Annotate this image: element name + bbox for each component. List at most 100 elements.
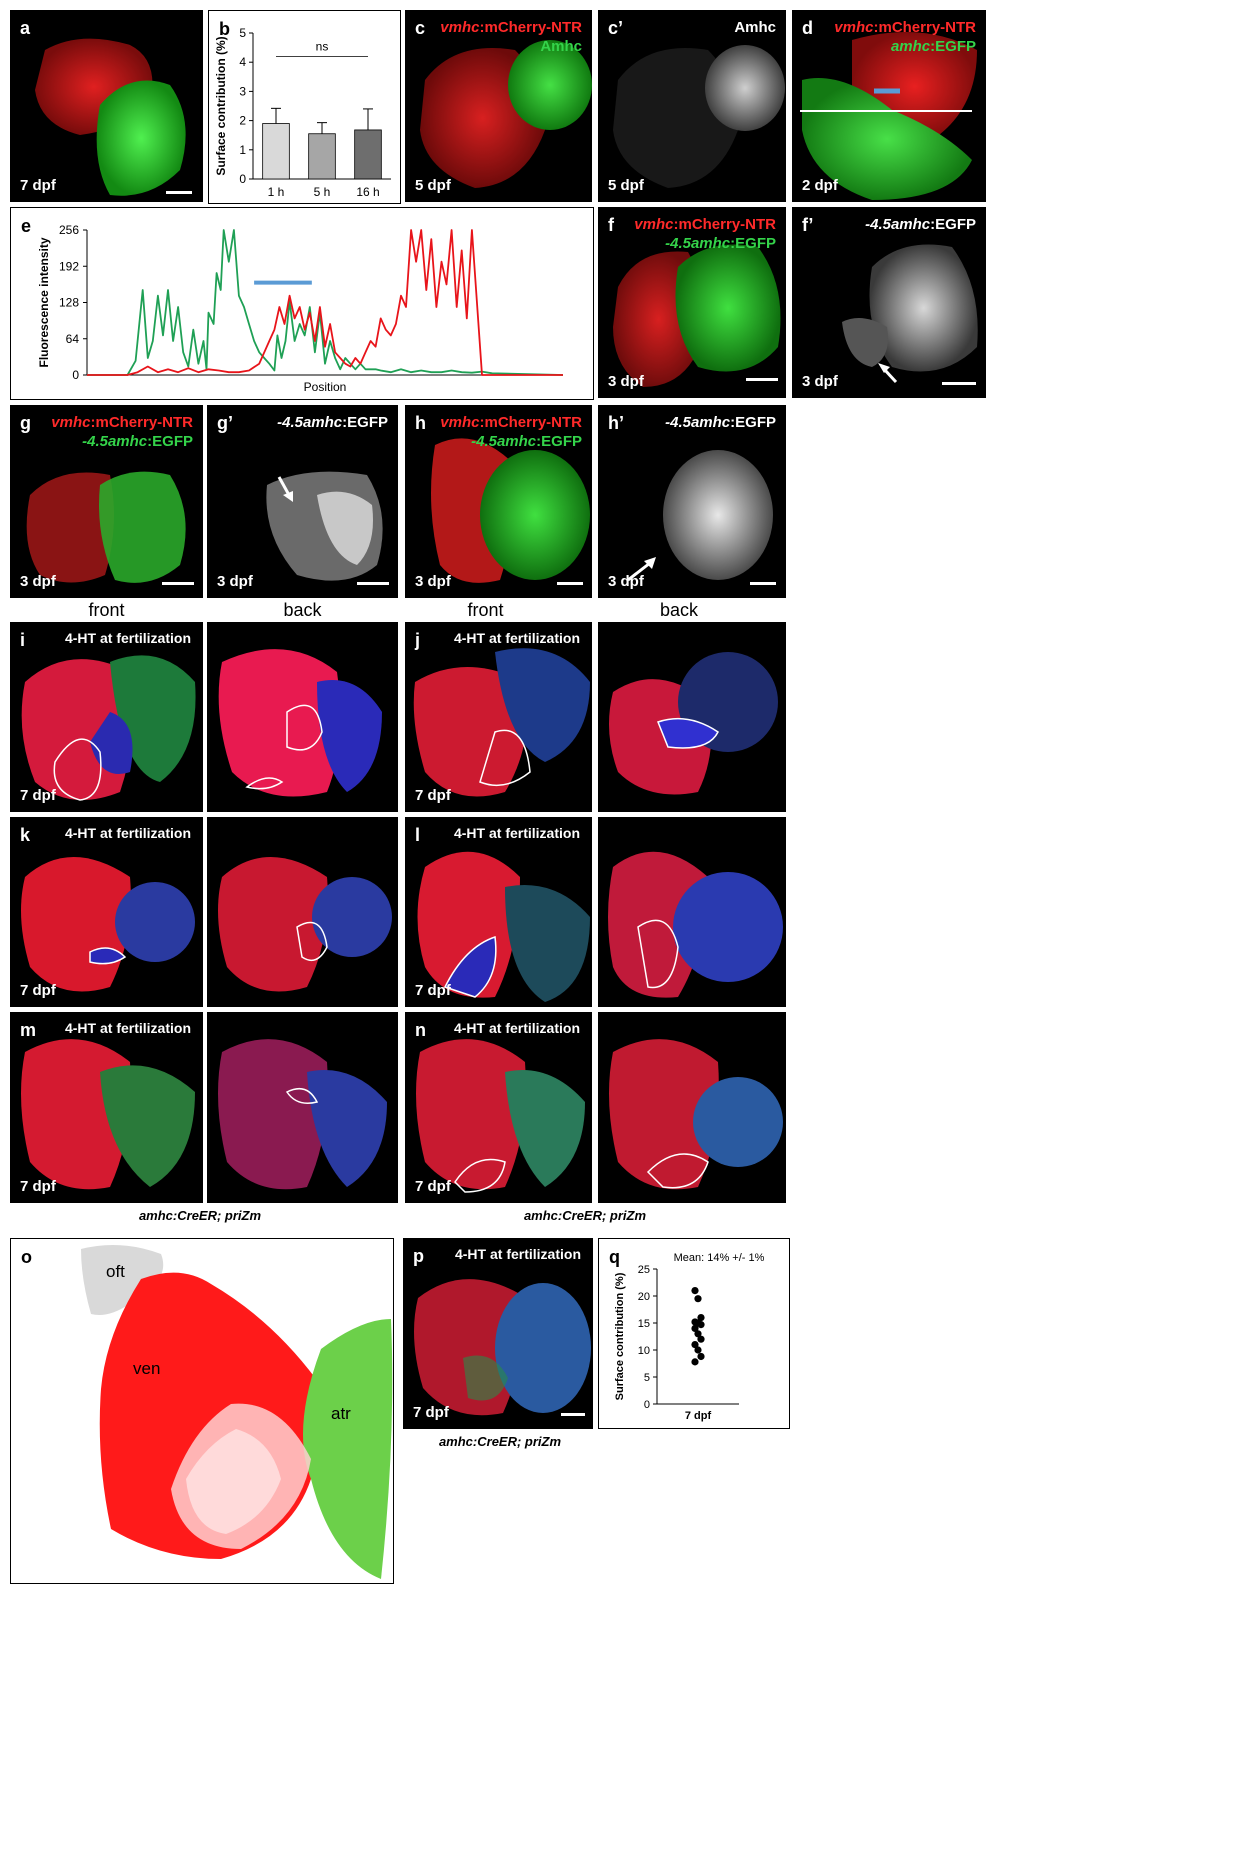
- data-point: [697, 1352, 705, 1361]
- series-line-red: [87, 229, 563, 376]
- panel-q: 0 5 10 15 20 25 7 dpf Mean: 14% +/- 1% Surface c…: [598, 1238, 790, 1429]
- stage-label: 7 dpf: [413, 1404, 449, 1421]
- panel-label: f: [608, 215, 614, 235]
- channel-legend: vmhc:mCherry-NTR -4.5amhc:EGFP: [440, 413, 582, 451]
- panel-b: 0 1 2 3 4 5 1 h 5 h 16 h ns Surface contribution (…: [208, 10, 401, 204]
- panel-m-front: m 4-HT at fertilization 7 dpf: [10, 1012, 203, 1203]
- scale-bar: [557, 582, 583, 585]
- panel-l-back: [598, 817, 786, 1007]
- panel-k-front: k 4-HT at fertilization 7 dpf: [10, 817, 203, 1007]
- panel-j-back: [598, 622, 786, 812]
- gene-name: -4.5amhc: [277, 414, 343, 431]
- x-axis-label: Position: [304, 380, 347, 394]
- y-tick-label: 10: [638, 1345, 650, 1357]
- heart-image-n-front: [416, 1039, 585, 1193]
- stage-label: 3 dpf: [608, 373, 644, 390]
- label-oft: oft: [106, 1262, 125, 1281]
- scale-bar: [746, 378, 778, 381]
- stage-label: 3 dpf: [415, 573, 451, 590]
- gene-name: -4.5amhc: [665, 414, 731, 431]
- heart-image-m-back: [218, 1039, 387, 1190]
- panel-label: b: [219, 19, 230, 39]
- stage-label: 7 dpf: [20, 982, 56, 999]
- channel-legend: -4.5amhc:EGFP: [277, 413, 388, 432]
- panel-label: p: [413, 1246, 424, 1266]
- gene-name: vmhc: [440, 19, 480, 36]
- scale-bar: [561, 1413, 585, 1416]
- reporter-name: :EGFP: [930, 216, 976, 233]
- channel-legend: vmhc:mCherry-NTR -4.5amhc:EGFP: [634, 215, 776, 253]
- x-tick-label: 5 h: [314, 185, 331, 199]
- x-tick-label: 16 h: [356, 185, 379, 199]
- significance-label: ns: [316, 39, 329, 53]
- heart-image-n-back: [609, 1039, 783, 1190]
- panel-label: a: [20, 18, 31, 38]
- heart-image-f: [613, 244, 781, 387]
- panel-label: i: [20, 630, 26, 650]
- panel-label: k: [20, 825, 31, 845]
- y-tick-label: 0: [239, 172, 246, 186]
- reporter-name: :mCherry-NTR: [90, 414, 193, 431]
- gene-name: vmhc: [634, 216, 674, 233]
- stage-label: 3 dpf: [802, 373, 838, 390]
- treatment-label: 4-HT at fertilization: [64, 1020, 191, 1036]
- data-point: [694, 1346, 702, 1354]
- panel-m-back: [207, 1012, 398, 1203]
- y-tick-label: 2: [239, 114, 246, 128]
- panel-k-back: [207, 817, 398, 1007]
- treatment-label: 4-HT at fertilization: [453, 1020, 580, 1036]
- panel-d: d vmhc:mCherry-NTR amhc:EGFP 2 dpf: [792, 10, 986, 202]
- stage-label: 5 dpf: [608, 177, 644, 194]
- stage-label: 5 dpf: [415, 177, 451, 194]
- panel-o: oft ven atr o: [10, 1238, 394, 1584]
- panel-j-front: j 4-HT at fertilization 7 dpf: [405, 622, 592, 812]
- channel-legend: vmhc:mCherry-NTR Amhc: [440, 18, 582, 56]
- panel-label: c: [415, 18, 426, 38]
- channel-legend: -4.5amhc:EGFP: [665, 413, 776, 432]
- y-tick-label: 0: [72, 368, 79, 382]
- panel-h-prime: h’ -4.5amhc:EGFP 3 dpf: [598, 405, 786, 598]
- reporter-name: :mCherry-NTR: [479, 414, 582, 431]
- heart-image-h-prime: [627, 450, 773, 582]
- stage-label: 7 dpf: [20, 787, 56, 804]
- treatment-label: 4-HT at fertilization: [454, 1246, 581, 1262]
- y-tick-label: 128: [59, 296, 79, 310]
- channel-legend: vmhc:mCherry-NTR amhc:EGFP: [834, 18, 976, 56]
- reporter-name: :EGFP: [147, 433, 193, 450]
- stage-label: 2 dpf: [802, 177, 838, 194]
- heart-image-l-back: [608, 851, 783, 998]
- reporter-name: :EGFP: [536, 433, 582, 450]
- view-caption-front: front: [88, 600, 125, 620]
- stage-label: 3 dpf: [20, 573, 56, 590]
- reporter-name: :EGFP: [730, 414, 776, 431]
- heart-image-j-back: [609, 652, 778, 795]
- treatment-label: 4-HT at fertilization: [64, 630, 191, 646]
- data-point: [694, 1295, 702, 1303]
- panel-label: h’: [608, 413, 624, 433]
- panel-h: h vmhc:mCherry-NTR -4.5amhc:EGFP 3 dpf: [405, 405, 592, 598]
- heart-image-g: [26, 471, 186, 583]
- data-point: [697, 1321, 705, 1329]
- panel-label: c’: [608, 18, 624, 38]
- stage-label: 3 dpf: [608, 573, 644, 590]
- gene-name: -4.5amhc: [471, 433, 537, 450]
- scale-bar: [357, 582, 389, 585]
- genotype-label: amhc:CreER; priZm: [438, 1434, 562, 1449]
- channel-legend: Amhc: [734, 19, 776, 36]
- series-line-green: [87, 229, 564, 376]
- stage-label: 7 dpf: [415, 787, 451, 804]
- panel-label: o: [21, 1247, 32, 1267]
- stage-label: 7 dpf: [20, 177, 56, 194]
- gene-name: -4.5amhc: [865, 216, 931, 233]
- stage-label: 7 dpf: [415, 1178, 451, 1195]
- panel-n-back: [598, 1012, 786, 1203]
- panel-e: 0 64 128 192 256 Position Fluorescence intensi…: [10, 207, 594, 400]
- stage-label: 7 dpf: [20, 1178, 56, 1195]
- data-point: [697, 1314, 705, 1322]
- y-tick-label: 0: [644, 1399, 650, 1411]
- stage-label: 7 dpf: [415, 982, 451, 999]
- line-chart-e: 0 64 128 192 256 Position Fluorescence intensi…: [37, 223, 564, 394]
- genotype-label: amhc:CreER; priZm: [138, 1208, 262, 1223]
- scatter-chart-q: 0 5 10 15 20 25 7 dpf Mean: 14% +/- 1% Surface c…: [614, 1252, 765, 1422]
- heart-image-i-front: [21, 655, 196, 801]
